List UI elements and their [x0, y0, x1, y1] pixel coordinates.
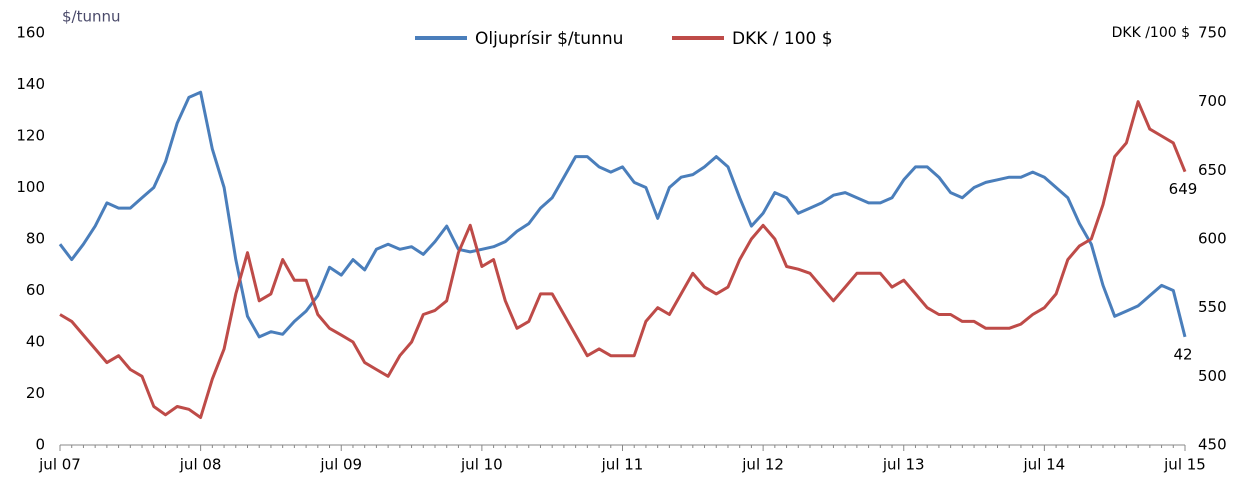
y-tick-label: 20 [26, 384, 45, 402]
y-tick-label: 80 [26, 230, 45, 248]
y-tick-label: 60 [26, 281, 45, 299]
y-axis-label: $/tunnu [62, 8, 121, 26]
y-tick-label: 120 [16, 127, 45, 145]
y2-tick-label: 650 [1198, 161, 1227, 179]
legend-label: Oljuprísir $/tunnu [475, 29, 623, 49]
x-tick-label: jul 10 [460, 456, 503, 474]
y2-axis-label: DKK /100 $ [1112, 25, 1190, 41]
x-tick-label: jul 11 [601, 456, 644, 474]
data-label: 649 [1169, 180, 1198, 198]
x-tick-label: jul 07 [38, 456, 81, 474]
y-tick-label: 160 [16, 24, 45, 42]
series-line [59, 100, 1187, 419]
x-tick-label: jul 14 [1023, 456, 1066, 474]
x-tick-label: jul 13 [882, 456, 925, 474]
y-tick-label: 140 [16, 75, 45, 93]
y-tick-label: 0 [35, 436, 45, 454]
y2-tick-label: 750 [1198, 24, 1227, 42]
y2-tick-label: 500 [1198, 367, 1227, 385]
y2-tick-label: 450 [1198, 436, 1227, 454]
y-tick-label: 40 [26, 333, 45, 351]
y-tick-label: 100 [16, 178, 45, 196]
x-tick-label: jul 15 [1163, 456, 1206, 474]
x-tick-label: jul 09 [319, 456, 362, 474]
legend-label: DKK / 100 $ [732, 29, 833, 49]
y2-tick-label: 600 [1198, 230, 1227, 248]
y2-tick-label: 550 [1198, 298, 1227, 316]
series-line [58, 90, 1187, 339]
y2-tick-label: 700 [1198, 92, 1227, 110]
x-tick-label: jul 08 [179, 456, 222, 474]
data-label: 42 [1173, 345, 1192, 363]
x-tick-label: jul 12 [741, 456, 784, 474]
